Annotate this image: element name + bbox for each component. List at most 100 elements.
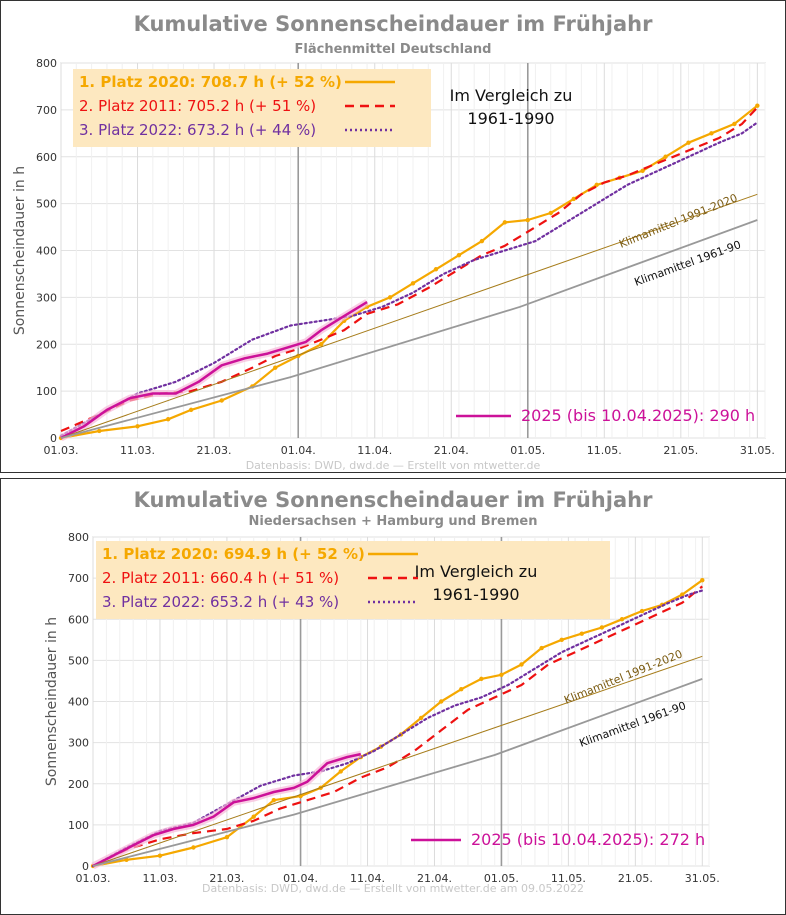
series-point-2020 xyxy=(271,798,276,803)
y-tick-label: 800 xyxy=(36,57,57,70)
series-point-2020 xyxy=(433,267,439,272)
series-point-2020 xyxy=(410,281,416,286)
series-line-klimamittel-1991-2020 xyxy=(92,655,703,867)
series-line-klimamittel-1961-90 xyxy=(60,219,758,439)
y-tick-label: 700 xyxy=(68,572,89,585)
series-point-2020 xyxy=(338,769,343,774)
series-line-2011 xyxy=(92,585,703,867)
series-line-2011 xyxy=(60,106,759,433)
series-point-2020 xyxy=(571,196,576,202)
series-point-2020 xyxy=(456,252,462,258)
comparison-note-line1: Im Vergleich zu xyxy=(415,562,538,581)
series-point-2020 xyxy=(157,853,163,858)
x-tick-label: 01.05. xyxy=(510,444,545,457)
x-tick-label: 31.05. xyxy=(685,872,720,885)
y-tick-label: 400 xyxy=(68,696,89,709)
x-tick-label: 21.03. xyxy=(197,444,232,457)
series-point-2020 xyxy=(479,238,485,244)
series-line-2025 xyxy=(60,301,368,440)
y-tick-label: 300 xyxy=(36,291,57,304)
chart-panel-germany: Kumulative Sonnenscheindauer im Frühjahr… xyxy=(0,0,786,473)
series-line-klimamittel-1991-2020 xyxy=(60,193,758,439)
y-tick-label: 0 xyxy=(50,432,57,445)
x-tick-label: 21.04. xyxy=(417,872,452,885)
comparison-note-line2: 1961-1990 xyxy=(467,109,554,128)
series-point-2020 xyxy=(599,625,605,630)
series-point-2020 xyxy=(387,295,393,300)
comparison-note-line1: Im Vergleich zu xyxy=(450,86,573,105)
series-point-2020 xyxy=(318,342,324,347)
x-tick-label: 01.03. xyxy=(44,444,79,457)
chart-panel-niedersachsen: Kumulative Sonnenscheindauer im Frühjahr… xyxy=(0,478,786,915)
series-point-2020 xyxy=(479,676,484,682)
legend-entry-text: 2. Platz 2011: 660.4 h (+ 51 %) xyxy=(102,569,339,587)
chart-niedersachsen: Kumulative Sonnenscheindauer im Frühjahr… xyxy=(44,488,720,895)
y-tick-label: 0 xyxy=(82,860,89,873)
legend-entry-text: 3. Platz 2022: 653.2 h (+ 43 %) xyxy=(102,593,339,611)
series-point-2020 xyxy=(124,857,129,863)
series-point-2020 xyxy=(709,131,714,136)
legend-entry-text: 3. Platz 2022: 673.2 h (+ 44 %) xyxy=(79,121,316,139)
y-tick-label: 100 xyxy=(36,385,57,398)
x-tick-label: 01.04. xyxy=(281,444,316,457)
y-tick-label: 600 xyxy=(36,151,57,164)
legend-box xyxy=(96,541,610,619)
series-point-2020 xyxy=(459,686,464,692)
x-tick-label: 11.03. xyxy=(120,444,155,457)
series-point-2020 xyxy=(732,121,737,127)
series-point-2020 xyxy=(680,592,685,597)
series-point-2020 xyxy=(97,428,102,434)
series-point-2020 xyxy=(639,608,645,614)
series-point-2020 xyxy=(640,168,645,174)
x-tick-label: 21.05. xyxy=(663,444,698,457)
y-tick-label: 400 xyxy=(36,245,57,258)
series-line-2022 xyxy=(59,121,759,437)
series-point-2020 xyxy=(548,210,553,216)
y-tick-label: 500 xyxy=(68,654,89,667)
y-tick-label: 200 xyxy=(68,778,89,791)
series-line-2020 xyxy=(92,579,703,868)
x-tick-label: 01.05. xyxy=(484,872,519,885)
chart-title: Kumulative Sonnenscheindauer im Frühjahr xyxy=(134,488,654,512)
y-tick-label: 200 xyxy=(36,338,57,351)
comparison-note-line2: 1961-1990 xyxy=(432,585,519,604)
series-point-2020 xyxy=(663,154,668,159)
series-point-2020 xyxy=(135,424,140,429)
current-year-label: 2025 (bis 10.04.2025): 272 h xyxy=(471,830,705,849)
x-tick-label: 11.04. xyxy=(357,444,392,457)
series-point-2020 xyxy=(418,715,424,721)
series-line-2025 xyxy=(92,752,362,868)
y-axis-label: Sonnenscheindauer in h xyxy=(44,617,60,786)
chart-subtitle: Niedersachsen + Hamburg und Bremen xyxy=(248,514,537,529)
x-tick-label: 01.04. xyxy=(283,872,318,885)
chart-germany: Kumulative Sonnenscheindauer im Frühjahr… xyxy=(12,12,775,472)
series-point-2020 xyxy=(755,103,760,108)
y-tick-label: 100 xyxy=(68,819,89,832)
series-point-2020 xyxy=(165,417,171,422)
y-tick-label: 800 xyxy=(68,531,89,544)
series-line-klimamittel-1961-90 xyxy=(92,678,703,867)
y-tick-label: 500 xyxy=(36,198,57,211)
chart-subtitle: Flächenmittel Deutschland xyxy=(295,42,492,57)
x-tick-label: 31.05. xyxy=(740,444,775,457)
series-point-2020 xyxy=(579,631,584,636)
series-point-2020 xyxy=(619,617,625,622)
series-point-2020 xyxy=(559,637,564,643)
series-point-2020 xyxy=(499,672,504,677)
chart-title: Kumulative Sonnenscheindauer im Frühjahr xyxy=(134,12,654,36)
x-tick-label: 11.05. xyxy=(587,444,622,457)
series-line-2022 xyxy=(91,589,704,868)
series-point-2020 xyxy=(251,814,256,819)
y-axis-label: Sonnenscheindauer in h xyxy=(12,166,28,335)
series-point-2020 xyxy=(686,140,691,145)
series-point-2020 xyxy=(700,577,705,583)
x-tick-label: 11.03. xyxy=(142,872,177,885)
x-tick-label: 11.04. xyxy=(350,872,385,885)
x-tick-label: 21.04. xyxy=(434,444,469,457)
legend-entry-text: 1. Platz 2020: 708.7 h (+ 52 %) xyxy=(79,73,342,91)
series-point-2020 xyxy=(502,220,508,225)
series-point-2020 xyxy=(525,217,530,223)
series-point-2020 xyxy=(191,845,196,850)
series-point-2020 xyxy=(519,662,524,667)
series-point-2020 xyxy=(273,365,278,370)
